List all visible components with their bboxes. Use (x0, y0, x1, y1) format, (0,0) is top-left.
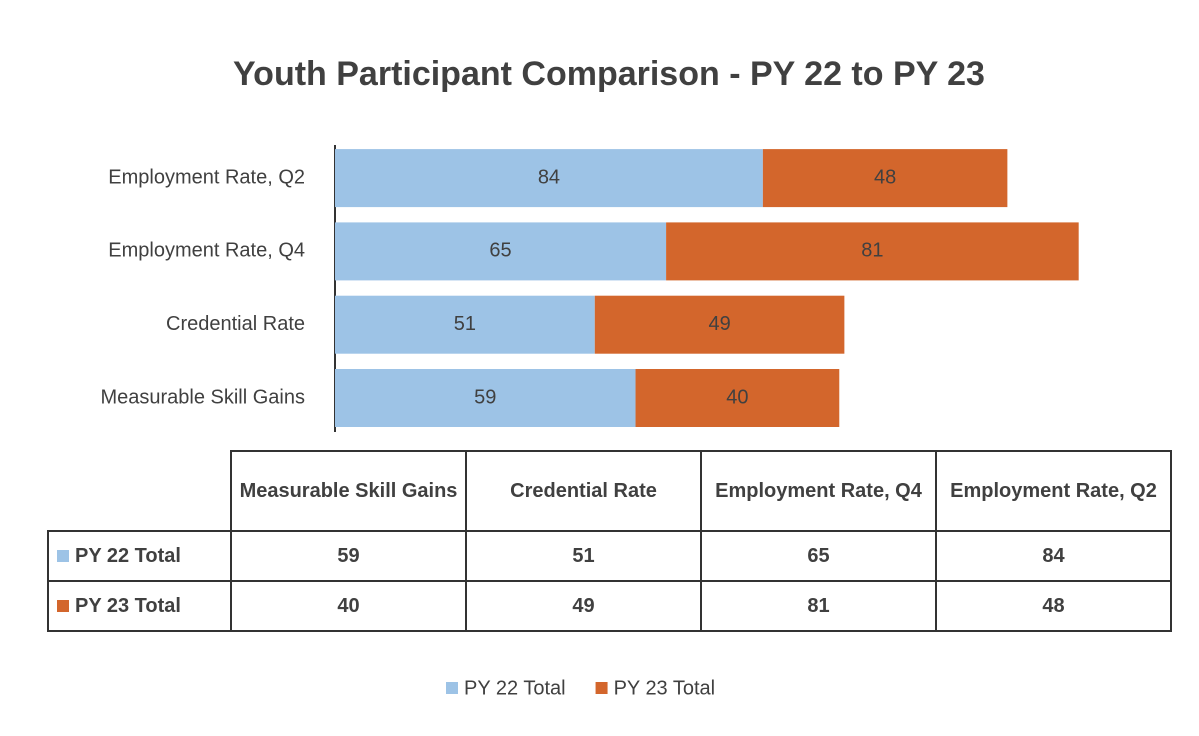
bar (635, 369, 840, 427)
data-label: 48 (874, 166, 896, 188)
bar (335, 222, 667, 281)
y-tick-label: Credential Rate (166, 313, 305, 335)
table-header-cell: Credential Rate (465, 450, 702, 532)
table-row: PY 22 Total 59 51 65 84 (47, 530, 1172, 582)
data-label: 49 (708, 313, 730, 335)
data-label: 81 (861, 240, 883, 262)
row-header: PY 22 Total (47, 530, 232, 582)
data-label: 59 (474, 386, 496, 408)
legend-swatch (57, 600, 69, 613)
data-label: 65 (489, 240, 511, 262)
bar (335, 149, 763, 208)
data-label: 84 (538, 166, 560, 188)
bar (762, 149, 1008, 208)
table-cell: 84 (935, 530, 1172, 582)
y-tick-label: Employment Rate, Q4 (108, 240, 305, 262)
table-cell: 48 (935, 580, 1172, 632)
row-header: PY 23 Total (47, 580, 232, 632)
data-label: 51 (454, 313, 476, 335)
legend-swatch (595, 682, 608, 694)
table-cell: 51 (465, 530, 702, 582)
table-header-row: Measurable Skill Gains Credential Rate Emp… (48, 450, 1172, 532)
legend: PY 22 Total PY 23 Total (446, 677, 715, 699)
table-header-cell: Employment Rate, Q4 (700, 450, 937, 532)
y-tick-label: Measurable Skill Gains (100, 386, 305, 408)
row-label: PY 23 Total (75, 594, 181, 617)
table-cell: 81 (700, 580, 937, 632)
table-cell: 59 (230, 530, 467, 582)
table-header-cell: Employment Rate, Q2 (935, 450, 1172, 532)
table-header-cell: Measurable Skill Gains (230, 450, 467, 532)
y-tick-label: Employment Rate, Q2 (108, 166, 305, 188)
table-body: PY 22 Total 59 51 65 84 PY 23 Total 40 49 81 48 (47, 530, 1172, 632)
data-table: Measurable Skill Gains Credential Rate Emp… (47, 450, 1172, 632)
table-cell: 49 (465, 580, 702, 632)
corner-cell (48, 451, 232, 532)
legend-swatch (446, 682, 458, 694)
bar (666, 222, 1079, 281)
table-cell: 40 (230, 580, 467, 632)
legend-swatch (57, 550, 69, 563)
bar (594, 295, 845, 354)
table-row: PY 23 Total 40 49 81 48 (47, 580, 1172, 632)
table-cell: 65 (700, 530, 937, 582)
legend-label: PY 23 Total (614, 677, 716, 699)
chart-title: Youth Participant Comparison - PY 22 to … (233, 55, 985, 93)
bar (335, 369, 636, 427)
row-label: PY 22 Total (75, 544, 181, 567)
legend-label: PY 22 Total (464, 677, 566, 699)
bar (335, 295, 595, 354)
data-label: 40 (726, 386, 748, 408)
